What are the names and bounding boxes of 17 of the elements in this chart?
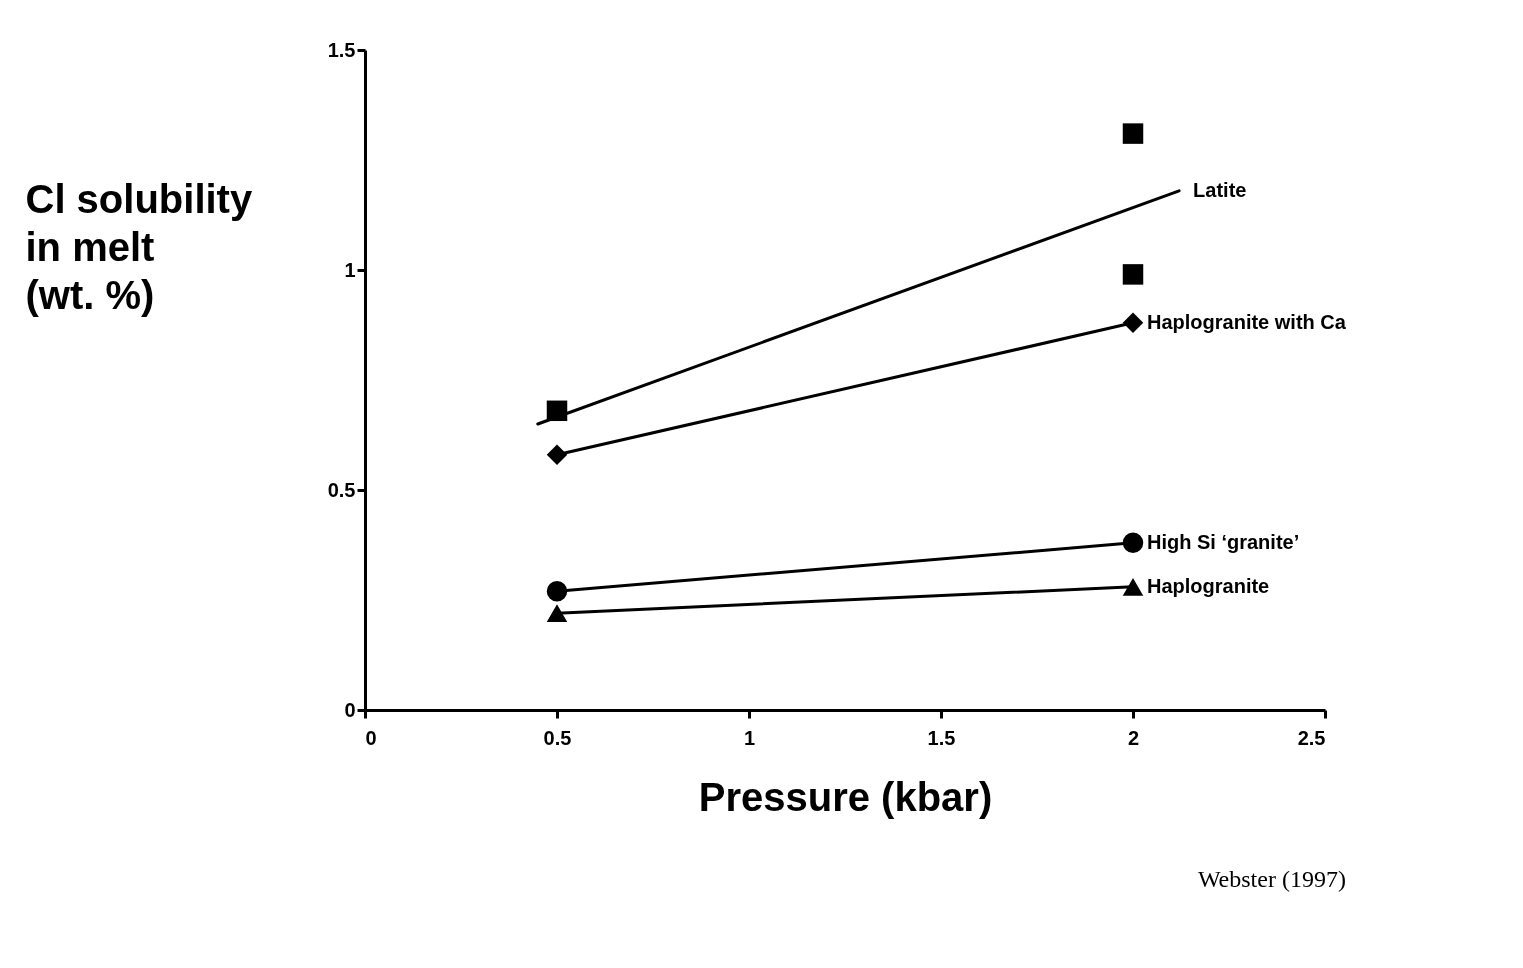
text: Webster (1997) [1197, 866, 1346, 892]
x-tick-label: 2.5 [1297, 726, 1326, 749]
series-label: Haplogranite [1147, 574, 1270, 597]
x-tick-label: 1.5 [927, 726, 956, 749]
y-tick-label: 0 [344, 698, 356, 721]
x-tick-label: 0.5 [543, 726, 572, 749]
x-axis-title: Pressure (kbar) [698, 774, 993, 819]
y-tick-label: 1.5 [327, 38, 356, 61]
series-label: Haplogranite with Ca [1147, 310, 1347, 333]
y-axis-title: Cl solubility in melt (wt. %) [25, 176, 253, 317]
x-tick-label: 2 [1127, 726, 1140, 749]
x-tick-label: 1 [743, 726, 756, 749]
y-tick-label: 1 [344, 258, 356, 281]
x-tick-label: 0 [365, 726, 377, 749]
series-label: Latite [1193, 178, 1247, 201]
y-tick-label: 0.5 [327, 478, 356, 501]
series-label: High Si ‘granite’ [1147, 530, 1300, 553]
